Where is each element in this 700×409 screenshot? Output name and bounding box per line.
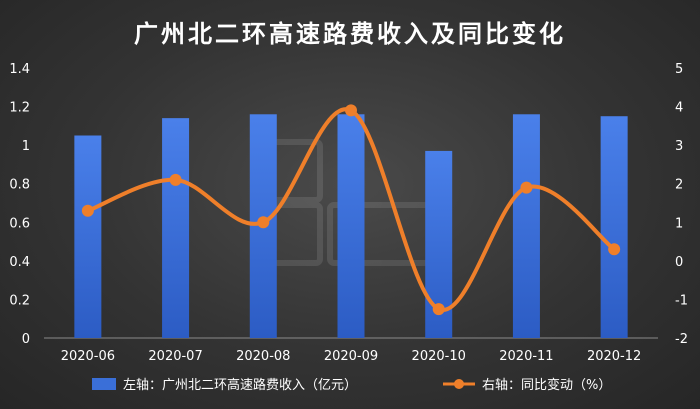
left-tick-label: 0.2 <box>9 293 30 308</box>
right-tick-label: -1 <box>675 293 688 308</box>
x-tick-label: 2020-11 <box>499 349 553 364</box>
legend-line-label: 右轴：同比变动（%） <box>482 377 611 393</box>
bar-series <box>74 114 628 339</box>
x-tick-label: 2020-12 <box>587 349 641 364</box>
x-tick-label: 2020-07 <box>148 349 202 364</box>
bar <box>337 114 365 339</box>
line-point <box>169 173 182 186</box>
line-point <box>520 181 533 194</box>
right-tick-label: 5 <box>675 62 683 77</box>
chart-title: 广州北二环高速路费收入及同比变化 <box>134 20 566 48</box>
line-point <box>257 216 270 229</box>
line-point <box>345 104 357 117</box>
bar <box>74 135 102 338</box>
line-point <box>608 243 621 256</box>
left-axis: 0 0.2 0.4 0.6 0.8 1 1.2 1.4 <box>9 62 30 347</box>
bar <box>600 116 628 338</box>
x-axis: 2020-06 2020-07 2020-08 2020-09 2020-10 2020-… <box>61 349 642 364</box>
right-tick-label: 4 <box>675 101 683 116</box>
right-tick-label: 3 <box>675 139 683 154</box>
x-tick-label: 2020-09 <box>324 349 378 364</box>
left-tick-label: 1.4 <box>9 62 30 77</box>
right-tick-label: 2 <box>675 178 683 193</box>
x-tick-label: 2020-10 <box>412 349 466 364</box>
left-tick-label: 0.6 <box>9 216 30 231</box>
right-axis: -2 -1 0 1 2 3 4 5 <box>675 62 688 347</box>
x-tick-label: 2020-06 <box>61 349 115 364</box>
left-tick-label: 0.8 <box>9 178 30 193</box>
legend-bar-label: 左轴：广州北二环高速路费收入（亿元） <box>123 377 357 393</box>
line-point <box>81 204 94 217</box>
right-tick-label: 1 <box>675 216 683 231</box>
left-tick-label: 1 <box>22 139 30 154</box>
left-tick-label: 0 <box>22 332 30 347</box>
left-tick-label: 0.4 <box>9 255 30 270</box>
right-tick-label: -2 <box>675 332 688 347</box>
left-tick-label: 1.2 <box>9 101 30 116</box>
line-point <box>432 303 445 316</box>
line-series <box>81 104 621 316</box>
legend-line-marker <box>454 379 464 389</box>
bar <box>162 118 190 339</box>
bar <box>512 114 540 339</box>
legend: 左轴：广州北二环高速路费收入（亿元） 右轴：同比变动（%） <box>92 377 611 393</box>
legend-bar-swatch <box>92 378 116 390</box>
right-tick-label: 0 <box>675 255 683 270</box>
x-tick-label: 2020-08 <box>236 349 290 364</box>
